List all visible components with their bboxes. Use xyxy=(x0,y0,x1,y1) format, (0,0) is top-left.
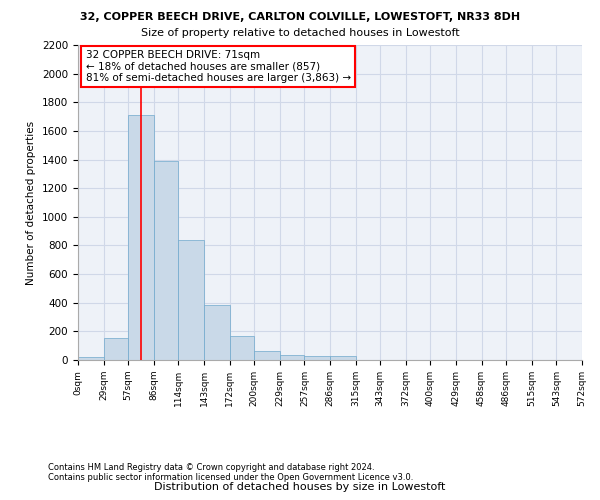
Text: 32 COPPER BEECH DRIVE: 71sqm
← 18% of detached houses are smaller (857)
81% of s: 32 COPPER BEECH DRIVE: 71sqm ← 18% of de… xyxy=(86,50,350,83)
Bar xyxy=(128,115,154,360)
Text: Contains public sector information licensed under the Open Government Licence v3: Contains public sector information licen… xyxy=(48,474,413,482)
Bar xyxy=(330,356,356,360)
Text: 32, COPPER BEECH DRIVE, CARLTON COLVILLE, LOWESTOFT, NR33 8DH: 32, COPPER BEECH DRIVE, CARLTON COLVILLE… xyxy=(80,12,520,22)
Bar xyxy=(104,338,128,360)
Bar xyxy=(230,336,254,360)
Y-axis label: Number of detached properties: Number of detached properties xyxy=(26,120,37,284)
Bar xyxy=(254,350,280,360)
Bar xyxy=(304,356,330,360)
Bar xyxy=(280,354,304,360)
Bar xyxy=(178,240,204,360)
Bar xyxy=(78,357,104,360)
Text: Contains HM Land Registry data © Crown copyright and database right 2024.: Contains HM Land Registry data © Crown c… xyxy=(48,464,374,472)
Text: Distribution of detached houses by size in Lowestoft: Distribution of detached houses by size … xyxy=(154,482,446,492)
Bar xyxy=(204,305,230,360)
Bar xyxy=(154,161,178,360)
Text: Size of property relative to detached houses in Lowestoft: Size of property relative to detached ho… xyxy=(140,28,460,38)
